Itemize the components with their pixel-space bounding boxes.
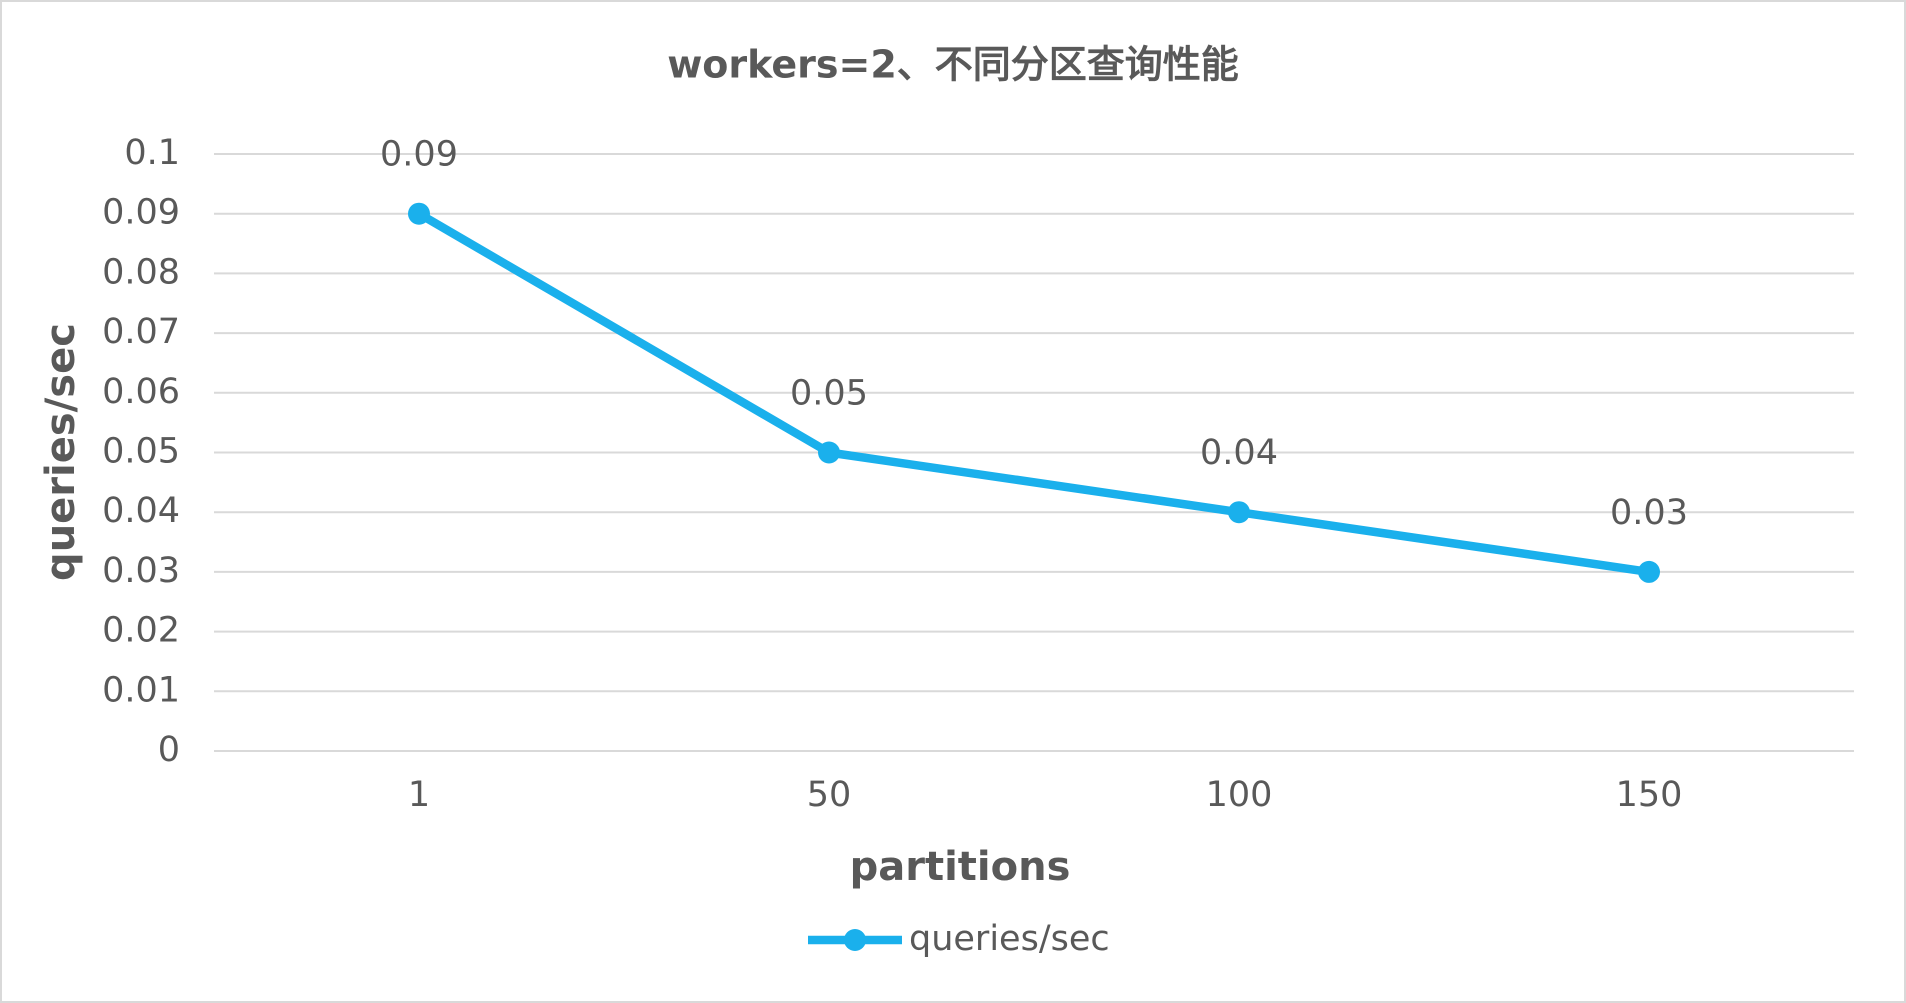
chart-title: workers=2、不同分区查询性能: [667, 43, 1239, 87]
data-label: 0.09: [380, 135, 458, 175]
y-tick-label: 0.06: [102, 372, 180, 412]
y-axis-label: queries/sec: [38, 323, 84, 581]
y-tick-label: 0.08: [102, 252, 180, 292]
legend-label: queries/sec: [909, 919, 1110, 959]
x-tick-label: 150: [1616, 775, 1683, 815]
y-tick-label: 0.03: [102, 551, 180, 591]
x-tick-label: 100: [1206, 775, 1273, 815]
point-marker: [818, 441, 840, 464]
y-tick-label: 0.07: [102, 312, 180, 352]
series-line: [416, 210, 1650, 577]
y-tick-label: 0.1: [124, 133, 180, 173]
y-tick-label: 0.05: [102, 432, 180, 472]
y-tick-label: 0.04: [102, 491, 180, 531]
point-marker: [408, 202, 430, 225]
x-axis-label: partitions: [850, 844, 1071, 890]
point-marker: [1228, 501, 1250, 524]
y-tick-label: 0: [158, 730, 180, 770]
data-label: 0.05: [790, 374, 868, 414]
y-tick-label: 0.09: [102, 193, 180, 233]
y-tick-label: 0.01: [102, 670, 180, 710]
x-tick-label: 1: [408, 775, 430, 815]
x-tick-label: 50: [807, 775, 852, 815]
data-label: 0.04: [1200, 433, 1278, 473]
legend-marker: [844, 929, 866, 951]
data-label: 0.03: [1610, 493, 1688, 533]
point-marker: [1638, 560, 1660, 583]
y-tick-label: 0.02: [102, 611, 180, 651]
